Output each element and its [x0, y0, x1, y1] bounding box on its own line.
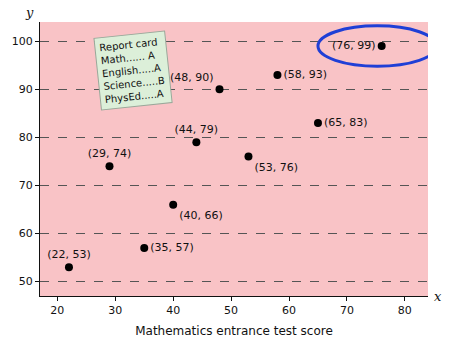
svg-text:60: 60	[19, 227, 33, 240]
svg-text:(29, 74): (29, 74)	[88, 147, 132, 160]
svg-text:50: 50	[224, 304, 238, 317]
svg-text:(35, 57): (35, 57)	[150, 241, 194, 254]
svg-text:70: 70	[19, 179, 33, 192]
svg-text:90: 90	[19, 83, 33, 96]
svg-text:80: 80	[19, 131, 33, 144]
svg-text:(58, 93): (58, 93)	[283, 68, 327, 81]
svg-text:20: 20	[50, 304, 64, 317]
svg-text:x: x	[434, 289, 442, 304]
svg-text:(40, 66): (40, 66)	[179, 209, 223, 222]
svg-text:(44, 79): (44, 79)	[175, 123, 219, 136]
svg-text:Mathematics entrance test scor: Mathematics entrance test score	[135, 324, 333, 338]
svg-text:60: 60	[282, 304, 296, 317]
svg-text:y: y	[25, 5, 34, 20]
svg-text:(22, 53): (22, 53)	[47, 248, 91, 261]
svg-text:80: 80	[398, 304, 412, 317]
svg-text:(53, 76): (53, 76)	[254, 161, 298, 174]
svg-text:(76, 99): (76, 99)	[332, 39, 376, 52]
svg-text:50: 50	[19, 275, 33, 288]
svg-text:Report cardMath...... AEnglish: Report cardMath...... AEnglish.....AScie…	[99, 36, 167, 105]
svg-text:(65, 83): (65, 83)	[324, 116, 368, 129]
svg-text:30: 30	[108, 304, 122, 317]
svg-text:(48, 90): (48, 90)	[170, 71, 214, 84]
svg-text:100: 100	[12, 35, 33, 48]
svg-text:70: 70	[340, 304, 354, 317]
svg-text:40: 40	[166, 304, 180, 317]
